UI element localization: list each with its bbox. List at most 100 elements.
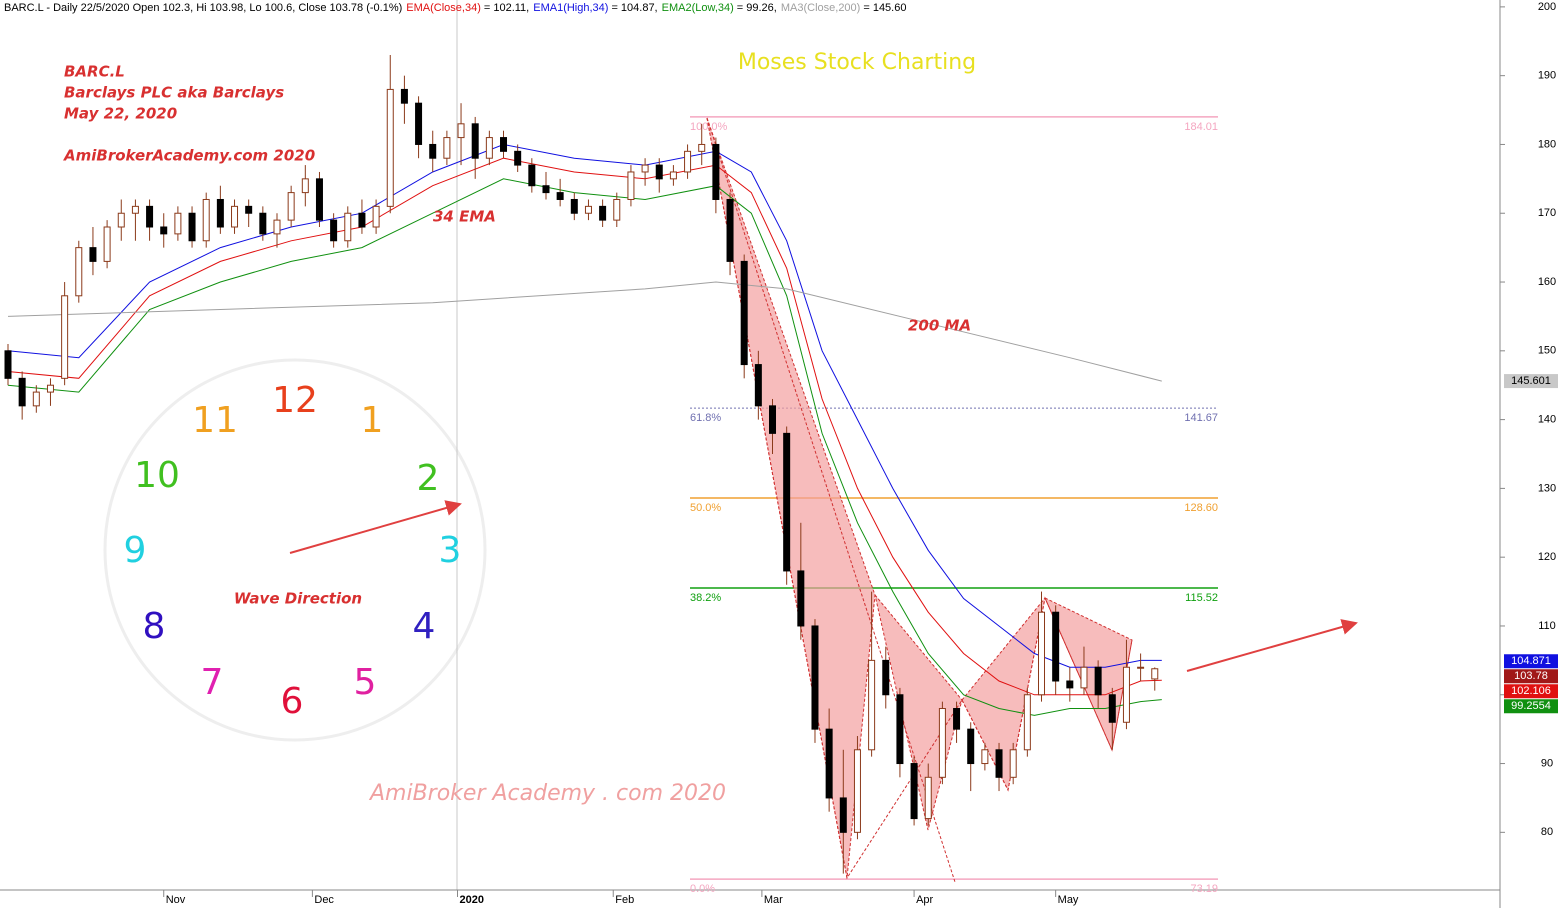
- candle-body: [868, 659, 876, 751]
- indicator-line: [7, 178, 1162, 716]
- candle-body: [528, 164, 536, 187]
- header: BARC.L - Daily 22/5/2020 Open 102.3, Hi …: [4, 2, 906, 14]
- x-tick-label: Apr: [916, 894, 933, 906]
- clock-number: 10: [134, 455, 180, 496]
- fib-value: 73.19: [1190, 883, 1218, 895]
- candle-body: [202, 198, 210, 242]
- candle-body: [811, 625, 819, 730]
- background: [0, 0, 1501, 908]
- candle-body: [613, 198, 621, 221]
- brand: Moses Stock Charting: [738, 50, 976, 75]
- candle-body: [684, 150, 692, 173]
- clock-number: 5: [354, 662, 377, 703]
- y-tick-label: 190: [1538, 70, 1556, 82]
- annotation: AmiBrokerAcademy.com 2020: [63, 147, 315, 165]
- candle-body: [471, 123, 479, 159]
- y-tick-label: 160: [1538, 276, 1556, 288]
- candle-body: [910, 763, 918, 820]
- fib-value: 184.01: [1184, 121, 1218, 133]
- candle-body: [358, 212, 366, 228]
- price-badge-label: 104.871: [1511, 655, 1551, 667]
- candle-body: [882, 659, 890, 696]
- annotation: May 22, 2020: [64, 105, 177, 123]
- candle-body: [75, 247, 83, 297]
- candle-body: [160, 226, 168, 235]
- candle-body: [698, 143, 706, 152]
- candle-body: [797, 570, 805, 627]
- candle-body: [330, 219, 338, 242]
- candle-body: [415, 102, 423, 145]
- candle-body: [740, 260, 748, 366]
- clock-face: [103, 358, 487, 742]
- clock-number: 9: [124, 530, 147, 571]
- fib-value: 141.67: [1184, 412, 1218, 424]
- candle-body: [655, 164, 663, 180]
- candle-body: [754, 364, 762, 407]
- candle-body: [1023, 694, 1031, 751]
- candle-body: [599, 205, 607, 221]
- fib-pct: 0.0%: [690, 883, 715, 895]
- candle-body: [1009, 749, 1017, 778]
- candle-body: [726, 198, 734, 262]
- clock-number: 7: [201, 662, 224, 703]
- legend-name: EMA1(High,34): [533, 2, 608, 14]
- annotation: Barclays PLC aka Barclays: [64, 84, 284, 102]
- candle-body: [46, 384, 54, 393]
- candle-body: [273, 219, 281, 235]
- candle-body: [188, 212, 196, 242]
- clock-number: 8: [143, 606, 166, 647]
- candle-body: [542, 185, 550, 194]
- candle-body: [1137, 666, 1145, 669]
- pattern-path: [706, 117, 1133, 880]
- indicator-line: [7, 281, 1162, 382]
- y-tick-label: 140: [1538, 414, 1556, 426]
- y-tick-label: 110: [1538, 620, 1556, 632]
- candle-body: [174, 212, 182, 235]
- candle-body: [783, 432, 791, 572]
- candle-body: [245, 205, 253, 214]
- y-tick-label: 80: [1541, 826, 1553, 838]
- arrow: [289, 500, 462, 554]
- candle-body: [457, 123, 465, 139]
- candle-body: [938, 708, 946, 778]
- candle-body: [103, 226, 111, 262]
- candle-body: [301, 178, 309, 194]
- candle-body: [1038, 611, 1046, 696]
- clock-number: 1: [361, 400, 384, 441]
- candle-body: [89, 247, 97, 262]
- header-title: BARC.L - Daily 22/5/2020 Open 102.3, Hi …: [4, 2, 402, 14]
- candle-body: [117, 212, 125, 228]
- y-tick-label: 170: [1538, 207, 1556, 219]
- price-badge-label: 99.2554: [1511, 700, 1551, 712]
- fib-value: 128.60: [1184, 502, 1218, 514]
- annotation: 200 MA: [908, 317, 971, 335]
- candle-body: [315, 178, 323, 221]
- candle-body: [400, 88, 408, 104]
- pattern-line: [706, 117, 956, 883]
- candle-body: [131, 205, 139, 214]
- candle-body: [259, 212, 267, 235]
- legend-name: EMA(Close,34): [406, 2, 481, 14]
- price-badge: [1504, 654, 1558, 669]
- candle-body: [995, 749, 1003, 778]
- legend-name: MA3(Close,200): [781, 2, 860, 14]
- candle-body: [372, 205, 380, 228]
- clock-number: 11: [192, 400, 238, 441]
- candles: [4, 55, 1159, 874]
- y-tick-label: 120: [1538, 551, 1556, 563]
- fib-levels: 100.0%184.0161.8%141.6750.0%128.6038.2%1…: [690, 116, 1218, 895]
- annotation: Wave Direction: [234, 590, 362, 608]
- legend-value: = 99.26,: [737, 2, 777, 14]
- candle-body: [146, 205, 154, 228]
- legend-value: = 104.87,: [611, 2, 657, 14]
- candle-body: [1052, 611, 1060, 682]
- x-tick-label: 2020: [460, 894, 484, 906]
- legend-value: = 102.11,: [484, 2, 529, 14]
- candle-body: [216, 198, 224, 228]
- candle-body: [32, 391, 40, 407]
- candle-body: [18, 377, 26, 407]
- y-tick-label: 150: [1538, 345, 1556, 357]
- candle-body: [669, 171, 677, 180]
- x-tick-label: Mar: [764, 894, 783, 906]
